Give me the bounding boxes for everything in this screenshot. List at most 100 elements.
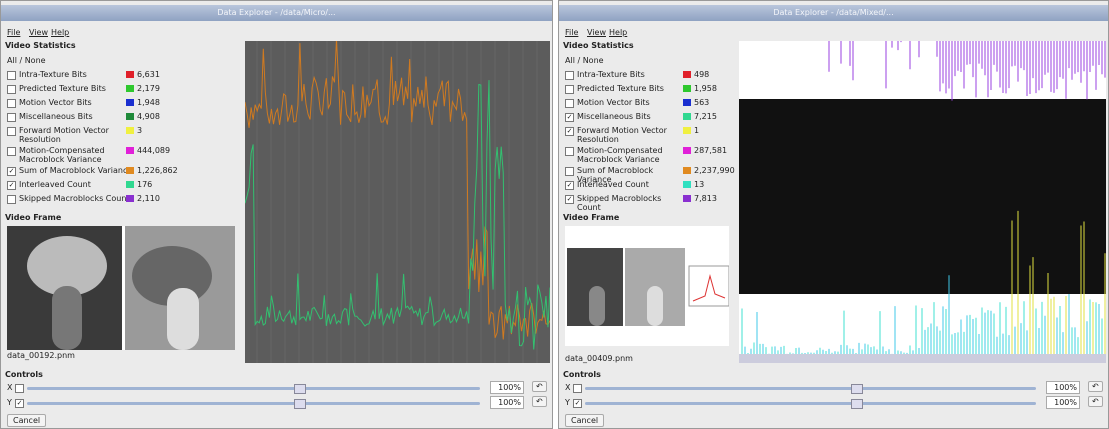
- checkbox[interactable]: [565, 71, 574, 80]
- stat-value: 498: [694, 70, 710, 79]
- color-swatch: [683, 99, 691, 106]
- stat-value: 1,948: [137, 98, 160, 107]
- cancel-button[interactable]: Cancel: [7, 414, 47, 427]
- menu-item[interactable]: View: [29, 28, 48, 37]
- checkbox[interactable]: [7, 195, 16, 204]
- stat-label: Skipped Macroblocks Count: [577, 194, 662, 212]
- slider[interactable]: [27, 402, 480, 405]
- color-swatch: [683, 147, 691, 154]
- slider[interactable]: [585, 387, 1036, 390]
- checkbox[interactable]: [7, 147, 16, 156]
- checkbox[interactable]: [565, 147, 574, 156]
- color-swatch: [126, 195, 134, 202]
- color-swatch: [126, 167, 134, 174]
- stat-label: Miscellaneous Bits: [577, 112, 651, 121]
- stat-label: Forward Motion Vector Resolution: [19, 126, 109, 144]
- plot-area[interactable]: [739, 41, 1106, 363]
- reset-button[interactable]: ↶: [532, 396, 547, 407]
- zoom-field[interactable]: 100%: [1046, 381, 1080, 394]
- plot-area[interactable]: [245, 41, 550, 363]
- stat-value: 563: [694, 98, 710, 107]
- stat-label: Sum of Macroblock Variance: [19, 166, 133, 175]
- checkbox[interactable]: [15, 384, 24, 393]
- cancel-button[interactable]: Cancel: [565, 414, 605, 427]
- stat-value: 444,089: [137, 146, 171, 155]
- color-swatch: [126, 181, 134, 188]
- menu-item[interactable]: View: [587, 28, 606, 37]
- stat-value: 3: [137, 126, 143, 135]
- filename: data_00192.pnm: [7, 351, 75, 360]
- stat-value: 2,179: [137, 84, 160, 93]
- checkbox[interactable]: [7, 85, 16, 94]
- title-bar: Data Explorer - /data/Micro/...: [1, 5, 552, 21]
- slider-handle[interactable]: [851, 399, 864, 409]
- slider-handle[interactable]: [294, 399, 307, 409]
- zoom-field[interactable]: 100%: [1046, 396, 1080, 409]
- stat-value: 7,215: [694, 112, 717, 121]
- checkbox[interactable]: ✓: [565, 195, 574, 204]
- slider[interactable]: [27, 387, 480, 390]
- zoom-field[interactable]: 100%: [490, 381, 524, 394]
- checkbox[interactable]: [573, 384, 582, 393]
- menu-item[interactable]: File: [7, 28, 21, 37]
- reset-button[interactable]: ↶: [1088, 396, 1103, 407]
- stat-label: Interleaved Count: [19, 180, 91, 189]
- stat-value: 1: [694, 126, 700, 135]
- checkbox[interactable]: ✓: [565, 113, 574, 122]
- color-swatch: [683, 71, 691, 78]
- stat-label: Intra-Texture Bits: [577, 70, 645, 79]
- stat-value: 13: [694, 180, 705, 189]
- checkbox[interactable]: ✓: [15, 399, 24, 408]
- stat-label: Forward Motion Vector Resolution: [577, 126, 667, 144]
- checkbox[interactable]: ✓: [565, 127, 574, 136]
- section-header: Controls: [563, 370, 601, 379]
- reset-button[interactable]: ↶: [532, 381, 547, 392]
- axis-label: Y: [7, 398, 12, 407]
- stat-value: 7,813: [694, 194, 717, 203]
- axis-label: Y: [565, 398, 570, 407]
- video-frame: [565, 226, 730, 346]
- axis-label: X: [565, 383, 571, 392]
- color-swatch: [126, 99, 134, 106]
- checkbox[interactable]: ✓: [7, 167, 16, 176]
- slider-handle[interactable]: [294, 384, 307, 394]
- stat-value: 287,581: [694, 146, 728, 155]
- video-frame: [7, 226, 235, 350]
- reset-button[interactable]: ↶: [1088, 381, 1103, 392]
- stat-label: Interleaved Count: [577, 180, 649, 189]
- checkbox[interactable]: [7, 99, 16, 108]
- all-none-toggle[interactable]: All / None: [7, 56, 46, 65]
- menu-item[interactable]: Help: [609, 28, 628, 37]
- frame-image: [567, 248, 730, 326]
- stat-value: 1,226,862: [137, 166, 178, 175]
- checkbox[interactable]: [565, 167, 574, 176]
- checkbox[interactable]: [7, 113, 16, 122]
- stat-label: Predicted Texture Bits: [577, 84, 664, 93]
- menu-item[interactable]: Help: [51, 28, 70, 37]
- stat-value: 4,908: [137, 112, 160, 121]
- section-header: Video Frame: [563, 213, 620, 222]
- stat-value: 2,237,990: [694, 166, 735, 175]
- checkbox[interactable]: [7, 71, 16, 80]
- menu-item[interactable]: File: [565, 28, 579, 37]
- title-bar: Data Explorer - /data/Mixed/...: [559, 5, 1108, 21]
- zoom-field[interactable]: 100%: [490, 396, 524, 409]
- all-none-toggle[interactable]: All / None: [565, 56, 604, 65]
- stat-label: Motion-Compensated Macroblock Variance: [577, 146, 663, 164]
- stat-value: 176: [137, 180, 153, 189]
- checkbox[interactable]: ✓: [7, 181, 16, 190]
- checkbox[interactable]: [7, 127, 16, 136]
- checkbox[interactable]: [565, 99, 574, 108]
- stat-label: Intra-Texture Bits: [19, 70, 87, 79]
- slider[interactable]: [585, 402, 1036, 405]
- stat-value: 2,110: [137, 194, 160, 203]
- checkbox[interactable]: ✓: [573, 399, 582, 408]
- checkbox[interactable]: ✓: [565, 181, 574, 190]
- section-header: Video Frame: [5, 213, 62, 222]
- color-swatch: [683, 181, 691, 188]
- slider-handle[interactable]: [851, 384, 864, 394]
- checkbox[interactable]: [565, 85, 574, 94]
- stat-label: Motion Vector Bits: [19, 98, 92, 107]
- section-header: Video Statistics: [563, 41, 634, 50]
